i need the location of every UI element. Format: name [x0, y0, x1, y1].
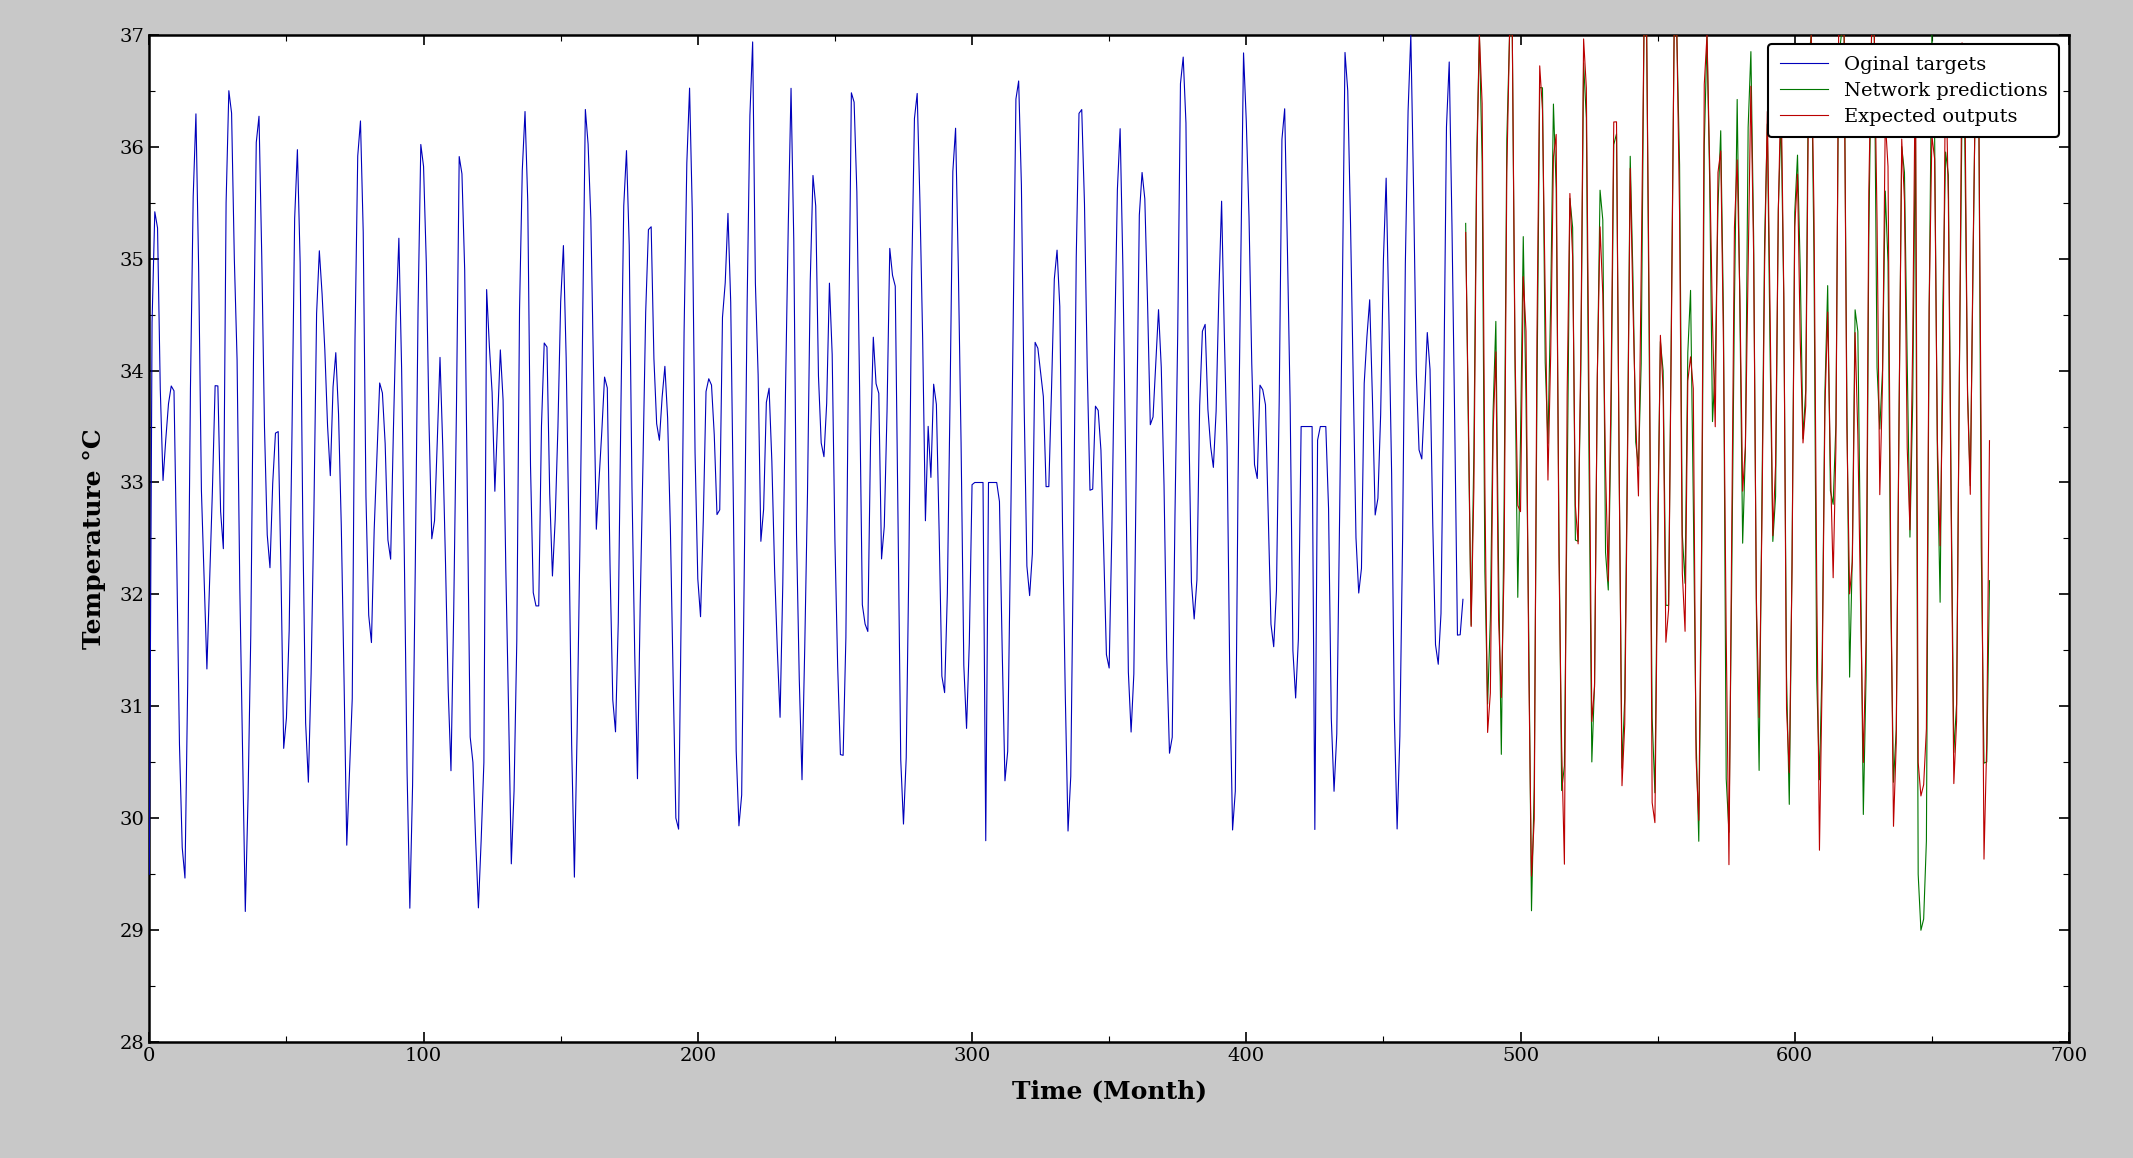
- Line: Oginal targets: Oginal targets: [149, 35, 1463, 911]
- Network predictions: [1519, 903, 1544, 917]
- Expected outputs: [1787, 335, 1813, 349]
- Network predictions: [1755, 117, 1781, 131]
- Oginal targets: [1333, 45, 1359, 59]
- Oginal targets: [1450, 593, 1476, 607]
- Network predictions: [1909, 923, 1935, 937]
- Oginal targets: [548, 295, 574, 309]
- Expected outputs: [1468, 28, 1493, 42]
- Y-axis label: Temperature °C: Temperature °C: [81, 428, 105, 648]
- Expected outputs: [1521, 812, 1546, 826]
- Oginal targets: [936, 389, 962, 403]
- Network predictions: [1977, 573, 2003, 587]
- Oginal targets: [693, 384, 719, 398]
- Network predictions: [1672, 577, 1698, 591]
- Expected outputs: [1977, 434, 2003, 448]
- Network predictions: [1453, 217, 1478, 230]
- Expected outputs: [1758, 305, 1783, 318]
- X-axis label: Time (Month): Time (Month): [1011, 1079, 1207, 1102]
- Oginal targets: [1105, 183, 1130, 197]
- Expected outputs: [1721, 220, 1747, 234]
- Oginal targets: [137, 867, 162, 881]
- Network predictions: [1666, 157, 1691, 171]
- Expected outputs: [1674, 374, 1700, 388]
- Network predictions: [1719, 576, 1745, 589]
- Network predictions: [1468, 28, 1493, 42]
- Oginal targets: [232, 904, 258, 918]
- Line: Network predictions: Network predictions: [1465, 35, 1990, 930]
- Oginal targets: [875, 404, 900, 418]
- Expected outputs: [1670, 566, 1696, 580]
- Expected outputs: [1453, 226, 1478, 240]
- Network predictions: [1785, 148, 1811, 162]
- Oginal targets: [1397, 28, 1423, 42]
- Expected outputs: [1519, 870, 1544, 884]
- Legend: Oginal targets, Network predictions, Expected outputs: Oginal targets, Network predictions, Exp…: [1768, 44, 2058, 138]
- Line: Expected outputs: Expected outputs: [1465, 35, 1990, 877]
